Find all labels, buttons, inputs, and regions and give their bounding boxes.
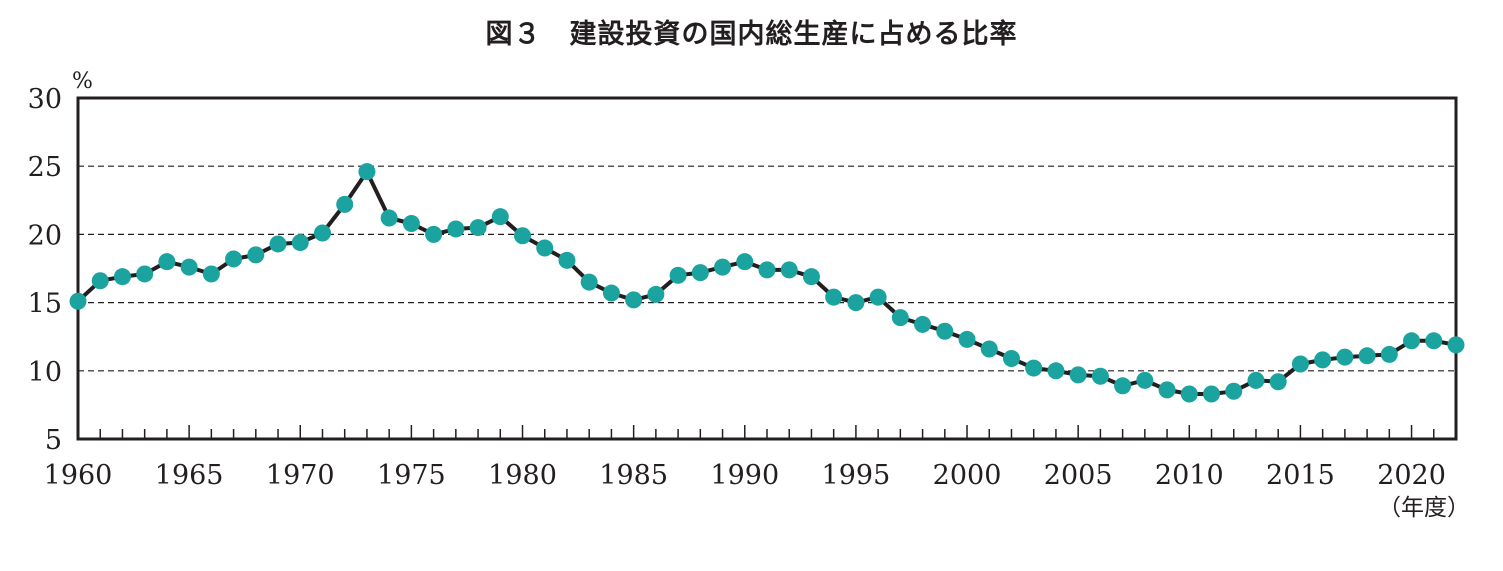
data-point: [736, 253, 754, 271]
data-point: [602, 284, 620, 302]
x-tick-label: 2010: [1155, 460, 1224, 491]
data-point: [980, 340, 998, 358]
data-point: [669, 266, 687, 284]
data-point: [313, 224, 331, 242]
data-point: [1403, 332, 1421, 350]
data-point: [1025, 359, 1043, 377]
y-axis-unit: %: [72, 69, 93, 94]
data-point: [425, 225, 443, 243]
data-point: [1358, 347, 1376, 365]
x-tick-label: 1980: [488, 460, 557, 491]
x-tick-marks: [99, 425, 1435, 439]
data-point: [91, 272, 109, 290]
data-point: [113, 268, 131, 286]
data-point: [269, 235, 287, 253]
x-tick-label: 2015: [1266, 460, 1335, 491]
chart-title: 図３ 建設投資の国内総生産に占める比率: [485, 19, 1018, 50]
data-point: [1425, 332, 1443, 350]
data-point: [225, 250, 243, 268]
y-tick-label: 20: [28, 220, 62, 251]
y-tick-label: 5: [45, 425, 62, 456]
data-point: [958, 330, 976, 348]
data-point: [1136, 371, 1154, 389]
x-tick-label: 2005: [1044, 460, 1113, 491]
data-point: [180, 258, 198, 276]
data-point: [936, 322, 954, 340]
data-point: [1225, 382, 1243, 400]
data-point: [647, 285, 665, 303]
y-axis-labels: 5 10 15 20 25 30: [28, 84, 62, 456]
y-tick-label: 10: [28, 357, 62, 388]
data-point: [625, 291, 643, 309]
data-point: [1158, 381, 1176, 399]
data-point: [158, 253, 176, 271]
data-point: [847, 294, 865, 312]
data-point: [536, 239, 554, 257]
x-axis-unit: （年度）: [1378, 495, 1470, 521]
data-point: [1047, 362, 1065, 380]
data-point: [136, 265, 154, 283]
x-tick-label: 1965: [155, 460, 224, 491]
data-point: [358, 163, 376, 181]
x-tick-label: 1960: [44, 460, 113, 491]
data-point: [202, 265, 220, 283]
data-point: [691, 264, 709, 282]
data-point: [1091, 367, 1109, 385]
data-point: [380, 209, 398, 227]
data-point: [802, 268, 820, 286]
data-point: [1314, 351, 1332, 369]
data-point: [247, 246, 265, 264]
data-point: [1336, 348, 1354, 366]
data-point: [1447, 336, 1465, 354]
data-point: [514, 227, 532, 245]
data-point: [1380, 345, 1398, 363]
data-point: [491, 208, 509, 226]
data-point: [1291, 355, 1309, 373]
data-point: [825, 288, 843, 306]
data-point: [1180, 385, 1198, 403]
data-point: [891, 309, 909, 327]
x-tick-label: 1975: [377, 460, 446, 491]
x-tick-label: 1985: [599, 460, 668, 491]
y-tick-label: 30: [28, 84, 62, 115]
data-point: [1269, 373, 1287, 391]
x-tick-label: 1970: [266, 460, 335, 491]
x-tick-label: 2020: [1377, 460, 1446, 491]
data-point: [1203, 385, 1221, 403]
data-point: [1114, 377, 1132, 395]
data-point: [558, 251, 576, 269]
data-point: [291, 234, 309, 252]
y-tick-label: 25: [28, 152, 62, 183]
data-point: [914, 315, 932, 333]
data-point: [69, 292, 87, 310]
data-point: [580, 273, 598, 291]
data-points: [69, 163, 1465, 403]
x-tick-label: 1995: [822, 460, 891, 491]
data-point: [758, 261, 776, 279]
series-line: [76, 169, 1457, 396]
data-point: [1069, 366, 1087, 384]
data-point: [447, 220, 465, 238]
data-point: [714, 258, 732, 276]
x-tick-label: 2000: [933, 460, 1002, 491]
data-point: [1002, 350, 1020, 368]
data-point: [780, 261, 798, 279]
x-tick-label: 1990: [710, 460, 779, 491]
x-axis-labels: 1960 1965 1970 1975 1980 1985 1990 1995 2000 2005…: [44, 460, 1446, 491]
data-point: [869, 288, 887, 306]
data-point: [1247, 371, 1265, 389]
y-tick-label: 15: [28, 289, 62, 320]
data-point: [469, 219, 487, 237]
data-point: [402, 214, 420, 232]
data-point: [336, 195, 354, 213]
